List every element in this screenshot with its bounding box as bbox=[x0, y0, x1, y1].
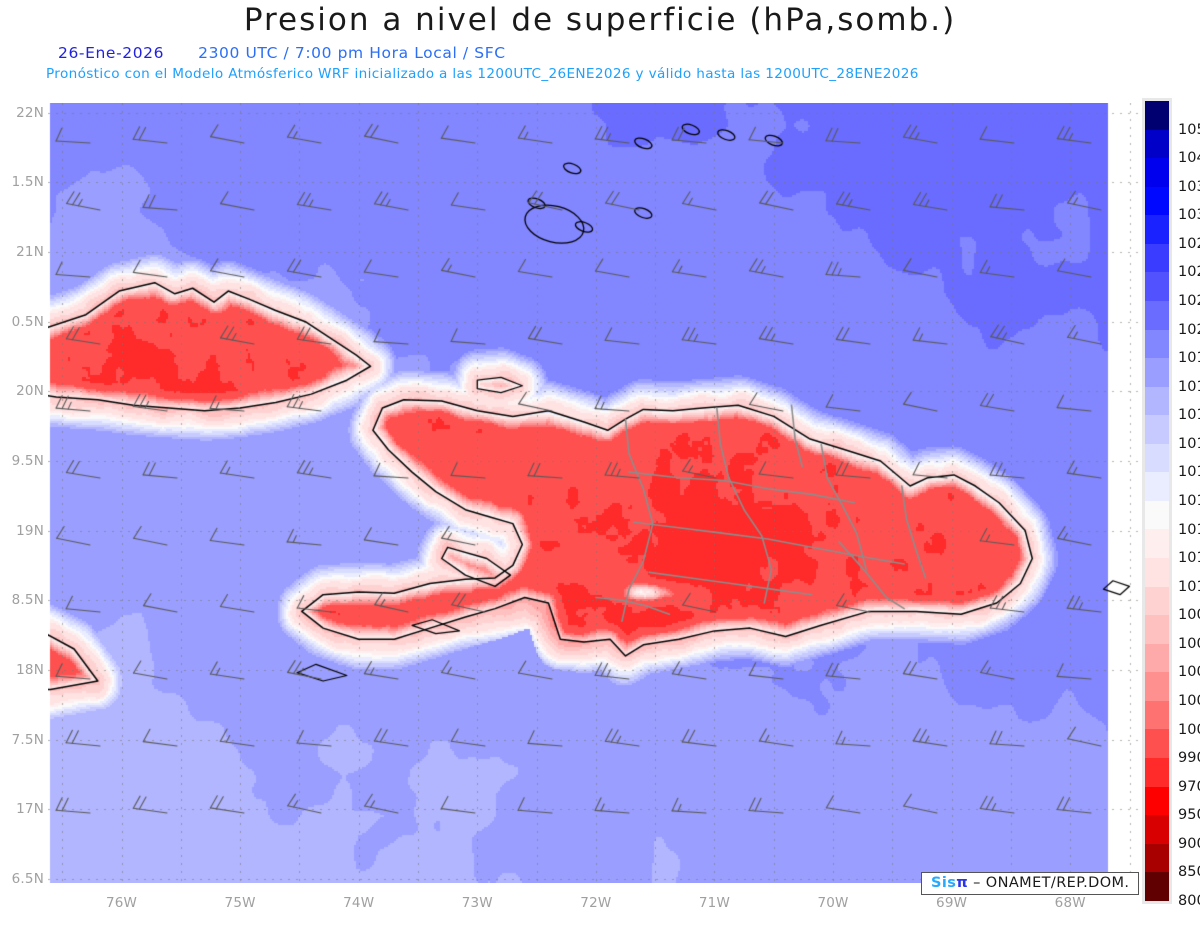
colorbar-cell bbox=[1145, 700, 1169, 730]
colorbar-cell bbox=[1145, 529, 1169, 558]
x-axis-tick-label: 71W bbox=[698, 895, 731, 911]
colorbar-cell bbox=[1145, 186, 1169, 216]
colorbar-tick-label: 1004 bbox=[1178, 664, 1200, 681]
colorbar-cell bbox=[1145, 158, 1169, 187]
colorbar-tick-label: 1008 bbox=[1178, 607, 1200, 624]
x-axis-tick-label: 68W bbox=[1054, 895, 1086, 911]
colorbar-tick-label: 1028 bbox=[1178, 235, 1200, 252]
colorbar-tick-label: 950 bbox=[1178, 807, 1200, 824]
x-axis-tick-label: 70W bbox=[817, 895, 849, 911]
colorbar-tick-label: 1040 bbox=[1178, 150, 1200, 167]
colorbar-cell bbox=[1145, 757, 1169, 787]
y-axis-tick-label: 18N bbox=[16, 661, 44, 678]
pressure-field-canvas bbox=[48, 103, 1139, 883]
colorbar-tick-label: 990 bbox=[1178, 750, 1200, 767]
y-axis-tick-label: 22N bbox=[16, 104, 44, 121]
map-plot-area[interactable] bbox=[48, 103, 1139, 883]
colorbar-tick-label: 1035 bbox=[1178, 178, 1200, 195]
colorbar-cell bbox=[1145, 101, 1169, 130]
y-axis-tick-label: 8.5N bbox=[11, 592, 44, 609]
x-axis-tick-label: 72W bbox=[580, 895, 612, 911]
colorbar-cell bbox=[1145, 472, 1169, 501]
colorbar-tick-label: 1000 bbox=[1178, 721, 1200, 738]
colorbar-tick-label: 1006 bbox=[1178, 635, 1200, 652]
colorbar-tick-label: 1025 bbox=[1178, 264, 1200, 281]
colorbar-tick-label: 1002 bbox=[1178, 693, 1200, 709]
colorbar-cell bbox=[1145, 415, 1169, 444]
colorbar-cell bbox=[1145, 272, 1169, 301]
colorbar-tick-label: 900 bbox=[1178, 835, 1200, 852]
colorbar-tick-label: 1016 bbox=[1178, 435, 1200, 452]
colorbar-cell bbox=[1145, 815, 1169, 844]
logo-org-text: – ONAMET/REP.DOM. bbox=[973, 875, 1130, 891]
subtitle-row: 26-Ene-2026 2300 UTC / 7:00 pm Hora Local… bbox=[58, 44, 506, 62]
y-axis-tick-label: 7.5N bbox=[11, 731, 44, 748]
colorbar-tick-label: 1017 bbox=[1178, 407, 1200, 424]
forecast-description: Pronóstico con el Modelo Atmósferico WRF… bbox=[46, 66, 919, 82]
colorbar-tick-label: 1013 bbox=[1178, 521, 1200, 538]
y-axis-tick-label: 6.5N bbox=[11, 870, 44, 887]
colorbar-cell bbox=[1145, 558, 1169, 587]
subtitle-time: 2300 UTC / 7:00 pm Hora Local / SFC bbox=[198, 44, 506, 62]
y-axis-tick-label: 17N bbox=[16, 801, 44, 818]
colorbar-cell bbox=[1145, 443, 1169, 473]
y-axis-tick-label: 1.5N bbox=[11, 174, 44, 191]
logo-pi-icon: π bbox=[956, 875, 969, 891]
x-axis-tick-label: 75W bbox=[224, 895, 256, 911]
colorbar bbox=[1142, 98, 1172, 904]
x-axis-tick-label: 69W bbox=[936, 895, 968, 911]
x-axis-tick-label: 73W bbox=[461, 895, 493, 911]
y-axis-tick-label: 21N bbox=[16, 244, 44, 261]
colorbar-tick-label: 1014 bbox=[1178, 493, 1200, 509]
colorbar-cell bbox=[1145, 643, 1169, 673]
colorbar-tick-label: 1030 bbox=[1178, 207, 1200, 224]
colorbar-cell bbox=[1145, 500, 1169, 530]
colorbar-cell bbox=[1145, 872, 1169, 901]
colorbar-tick-label: 1018 bbox=[1178, 378, 1200, 395]
colorbar-cell bbox=[1145, 586, 1169, 616]
colorbar-cell bbox=[1145, 243, 1169, 273]
x-axis-tick-label: 76W bbox=[105, 895, 138, 911]
x-axis-tick-label: 74W bbox=[343, 895, 375, 911]
colorbar-tick-label: 850 bbox=[1178, 864, 1200, 881]
colorbar-tick-label: 1015 bbox=[1178, 464, 1200, 481]
colorbar-cell bbox=[1145, 129, 1169, 159]
colorbar-cell bbox=[1145, 300, 1169, 330]
colorbar-tick-label: 970 bbox=[1178, 778, 1200, 795]
colorbar-gradient bbox=[1145, 101, 1169, 901]
colorbar-cell bbox=[1145, 358, 1169, 387]
colorbar-tick-label: 1012 bbox=[1178, 550, 1200, 567]
colorbar-tick-label: 1050 bbox=[1178, 121, 1200, 138]
colorbar-cell bbox=[1145, 786, 1169, 816]
colorbar-cell bbox=[1145, 843, 1169, 873]
colorbar-cell bbox=[1145, 672, 1169, 701]
colorbar-tick-label: 1020 bbox=[1178, 321, 1200, 338]
colorbar-cell bbox=[1145, 615, 1169, 644]
colorbar-tick-label: 1022 bbox=[1178, 293, 1200, 309]
y-axis-tick-label: 0.5N bbox=[11, 313, 44, 330]
y-axis-tick-label: 19N bbox=[16, 522, 44, 539]
colorbar-tick-label: 800 bbox=[1178, 893, 1200, 909]
colorbar-cell bbox=[1145, 386, 1169, 416]
y-axis-tick-label: 20N bbox=[16, 383, 44, 400]
colorbar-cell bbox=[1145, 215, 1169, 244]
page-title: Presion a nivel de superficie (hPa,somb.… bbox=[243, 2, 957, 38]
subtitle-date: 26-Ene-2026 bbox=[58, 44, 165, 62]
colorbar-tick-label: 1019 bbox=[1178, 350, 1200, 367]
logo-sis-text: Sis bbox=[931, 875, 957, 891]
colorbar-cell bbox=[1145, 729, 1169, 758]
agency-logo: Sisπ – ONAMET/REP.DOM. bbox=[921, 872, 1140, 895]
colorbar-cell bbox=[1145, 329, 1169, 359]
y-axis-tick-label: 9.5N bbox=[11, 452, 44, 469]
